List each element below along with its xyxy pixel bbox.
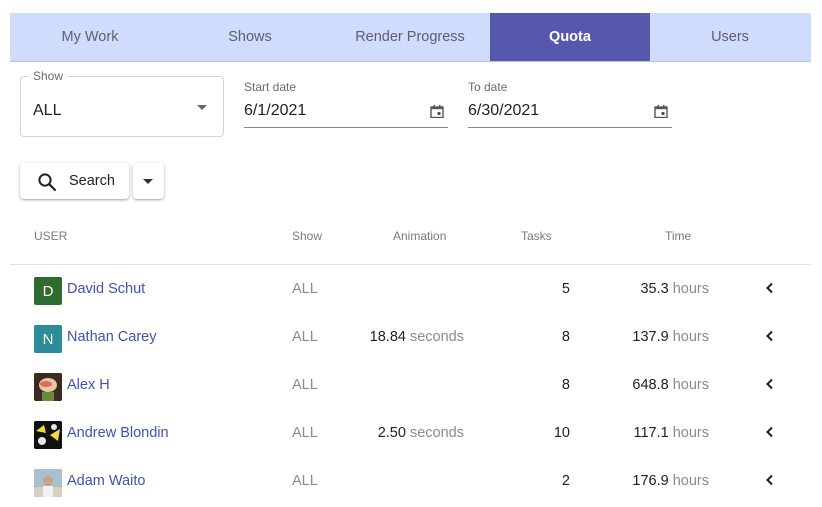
search-options-button[interactable] [133,163,164,199]
table-row: Adam Waito ALL 2 176.9 hours [10,457,811,505]
chevron-left-icon[interactable] [763,329,777,343]
chevron-left-icon[interactable] [763,425,777,439]
show-cell: ALL [292,281,318,297]
start-date-field[interactable]: Start date 6/1/2021 [244,80,448,128]
table-row: Andrew Blondin ALL 2.50 seconds 10 117.1… [10,409,811,457]
show-cell: ALL [292,473,318,489]
animation-cell: 18.84 seconds [369,329,464,345]
calendar-icon[interactable] [430,105,444,118]
tab-users[interactable]: Users [711,29,749,45]
show-select-value: ALL [33,102,62,119]
avatar [34,421,62,449]
show-select[interactable]: Show ALL [20,69,224,137]
to-date-field[interactable]: To date 6/30/2021 [468,80,672,128]
search-button[interactable]: Search [20,163,129,199]
user-link[interactable]: Andrew Blondin [67,425,169,441]
search-button-label: Search [69,173,115,189]
tab-shows[interactable]: Shows [228,29,272,45]
calendar-icon[interactable] [654,105,668,118]
to-date-label: To date [468,80,508,94]
tab-bar: My Work Shows Render Progress Quota User… [10,13,811,62]
tab-my-work[interactable]: My Work [61,29,119,45]
column-header-show: Show [292,229,323,243]
tab-quota[interactable]: Quota [490,13,650,61]
show-select-label: Show [29,69,68,83]
avatar [34,373,62,401]
column-header-animation: Animation [393,229,447,243]
user-link[interactable]: David Schut [67,281,146,297]
avatar: D [34,277,62,305]
table-header-divider [10,264,811,265]
search-icon [38,173,57,192]
time-cell: 137.9 hours [632,329,709,345]
table-row: N Nathan Carey ALL 18.84 seconds 8 137.9… [10,313,811,361]
user-photo-icon [34,373,62,401]
chevron-left-icon[interactable] [763,473,777,487]
table-row: Alex H ALL 8 648.8 hours [10,361,811,409]
tasks-cell: 2 [561,473,570,489]
column-header-user: USER [34,229,68,243]
start-date-label: Start date [244,80,297,94]
time-cell: 35.3 hours [640,281,709,297]
user-link[interactable]: Nathan Carey [67,329,157,345]
tasks-cell: 8 [561,377,570,393]
show-cell: ALL [292,377,318,393]
to-date-value: 6/30/2021 [468,102,540,119]
show-cell: ALL [292,425,318,441]
caret-down-icon [143,179,153,184]
avatar: N [34,325,62,353]
user-link[interactable]: Adam Waito [67,473,146,489]
time-cell: 117.1 hours [633,425,709,441]
caret-down-icon [197,105,207,110]
animation-cell: 2.50 seconds [377,425,464,441]
time-cell: 648.8 hours [632,377,709,393]
time-cell: 176.9 hours [632,473,709,489]
tasks-cell: 8 [561,329,570,345]
column-header-tasks: Tasks [521,229,552,243]
chevron-left-icon[interactable] [763,281,777,295]
tab-render-progress[interactable]: Render Progress [355,29,465,45]
show-cell: ALL [292,329,318,345]
tasks-cell: 10 [553,425,570,441]
user-photo-icon [34,421,62,449]
avatar [34,469,62,497]
tasks-cell: 5 [561,281,570,297]
column-header-time: Time [665,229,692,243]
table-row: D David Schut ALL 5 35.3 hours [10,265,811,313]
start-date-value: 6/1/2021 [244,102,307,119]
user-link[interactable]: Alex H [67,377,110,393]
chevron-left-icon[interactable] [763,377,777,391]
user-photo-icon [34,469,62,497]
